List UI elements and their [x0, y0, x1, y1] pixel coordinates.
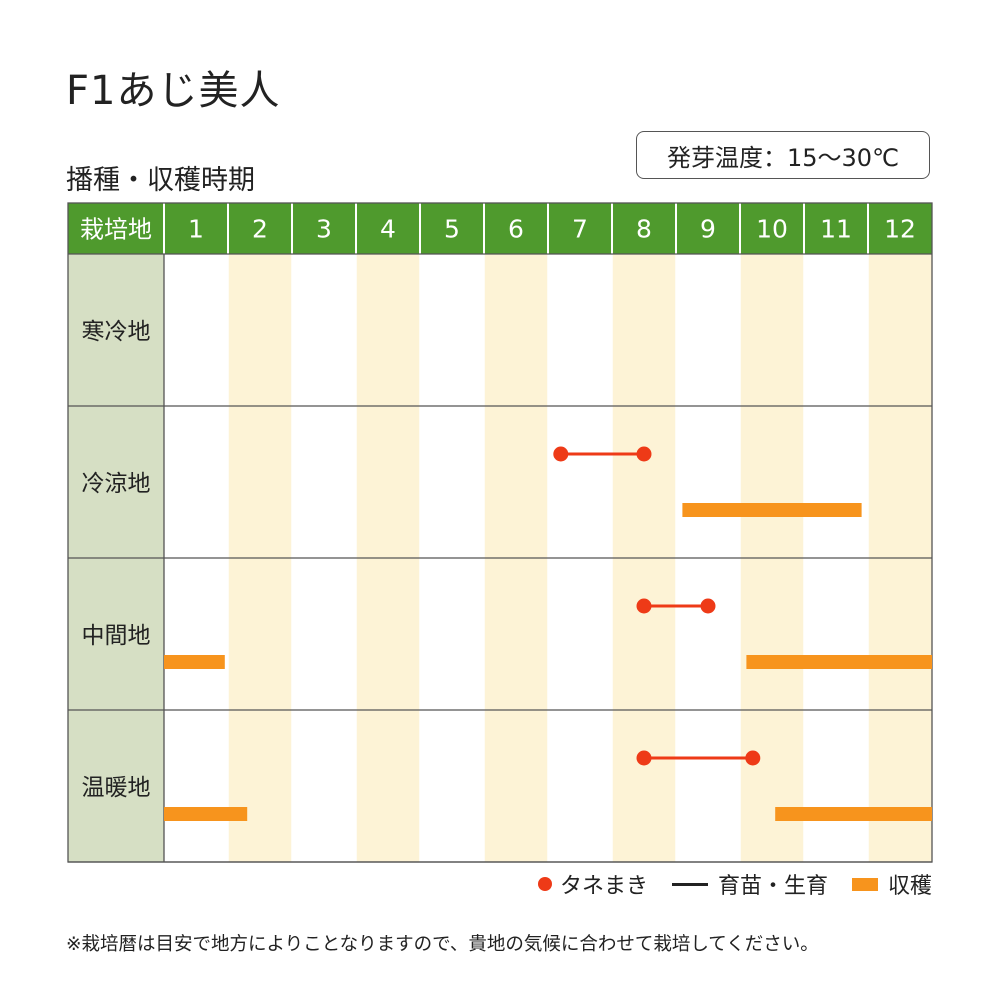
- harvest-bar: [164, 655, 225, 669]
- region-label: 温暖地: [82, 775, 151, 801]
- header-label: 栽培地: [80, 216, 152, 244]
- month-label: 1: [188, 215, 204, 244]
- month-label: 4: [380, 215, 396, 244]
- sowing-dot-icon: [537, 877, 552, 891]
- region-label: 中間地: [82, 623, 151, 649]
- month-label: 9: [700, 215, 716, 244]
- sowing-end-dot: [636, 446, 652, 462]
- month-label: 6: [508, 215, 524, 244]
- harvest-bar: [682, 503, 862, 517]
- harvest-bar: [164, 807, 248, 821]
- legend-seedling: 育苗・生育: [671, 868, 828, 900]
- legend-harvest: 収穫: [851, 868, 932, 900]
- legend-sowing-label: タネまき: [559, 874, 648, 899]
- footnote: ※栽培暦は目安で地方によりことなりますので、貴地の気候に合わせて栽培してください…: [66, 934, 819, 955]
- sowing-end-dot: [700, 598, 716, 614]
- month-label: 11: [820, 215, 852, 244]
- legend-harvest-label: 収穫: [887, 874, 932, 899]
- month-label: 12: [884, 215, 916, 244]
- region-label: 寒冷地: [82, 319, 151, 345]
- chart-subtitle: 播種・収穫時期: [66, 165, 255, 196]
- page-title: F1あじ美人: [66, 68, 281, 114]
- month-label: 5: [444, 215, 460, 244]
- month-label: 10: [756, 215, 788, 244]
- table-border: [67, 202, 933, 863]
- harvest-bar: [775, 807, 932, 821]
- legend-seedling-label: 育苗・生育: [717, 874, 828, 899]
- harvest-bar: [746, 655, 932, 669]
- month-label: 2: [252, 215, 268, 244]
- germination-temperature-text: 発芽温度：15〜30℃: [666, 143, 900, 172]
- germination-temperature-badge: 発芽温度：15〜30℃: [636, 131, 930, 179]
- sowing-start-dot: [636, 750, 652, 766]
- legend-sowing: タネまき: [537, 868, 648, 900]
- sowing-start-dot: [636, 598, 652, 614]
- header-row: [68, 203, 932, 254]
- month-label: 8: [636, 215, 652, 244]
- seedling-line-icon: [671, 882, 708, 886]
- month-label: 3: [316, 215, 332, 244]
- region-label: 冷涼地: [82, 471, 151, 497]
- sowing-start-dot: [553, 446, 569, 462]
- month-label: 7: [572, 215, 588, 244]
- chart-legend: タネまき 育苗・生育 収穫: [514, 868, 932, 900]
- sowing-end-dot: [745, 750, 761, 766]
- harvest-bar-icon: [851, 877, 878, 891]
